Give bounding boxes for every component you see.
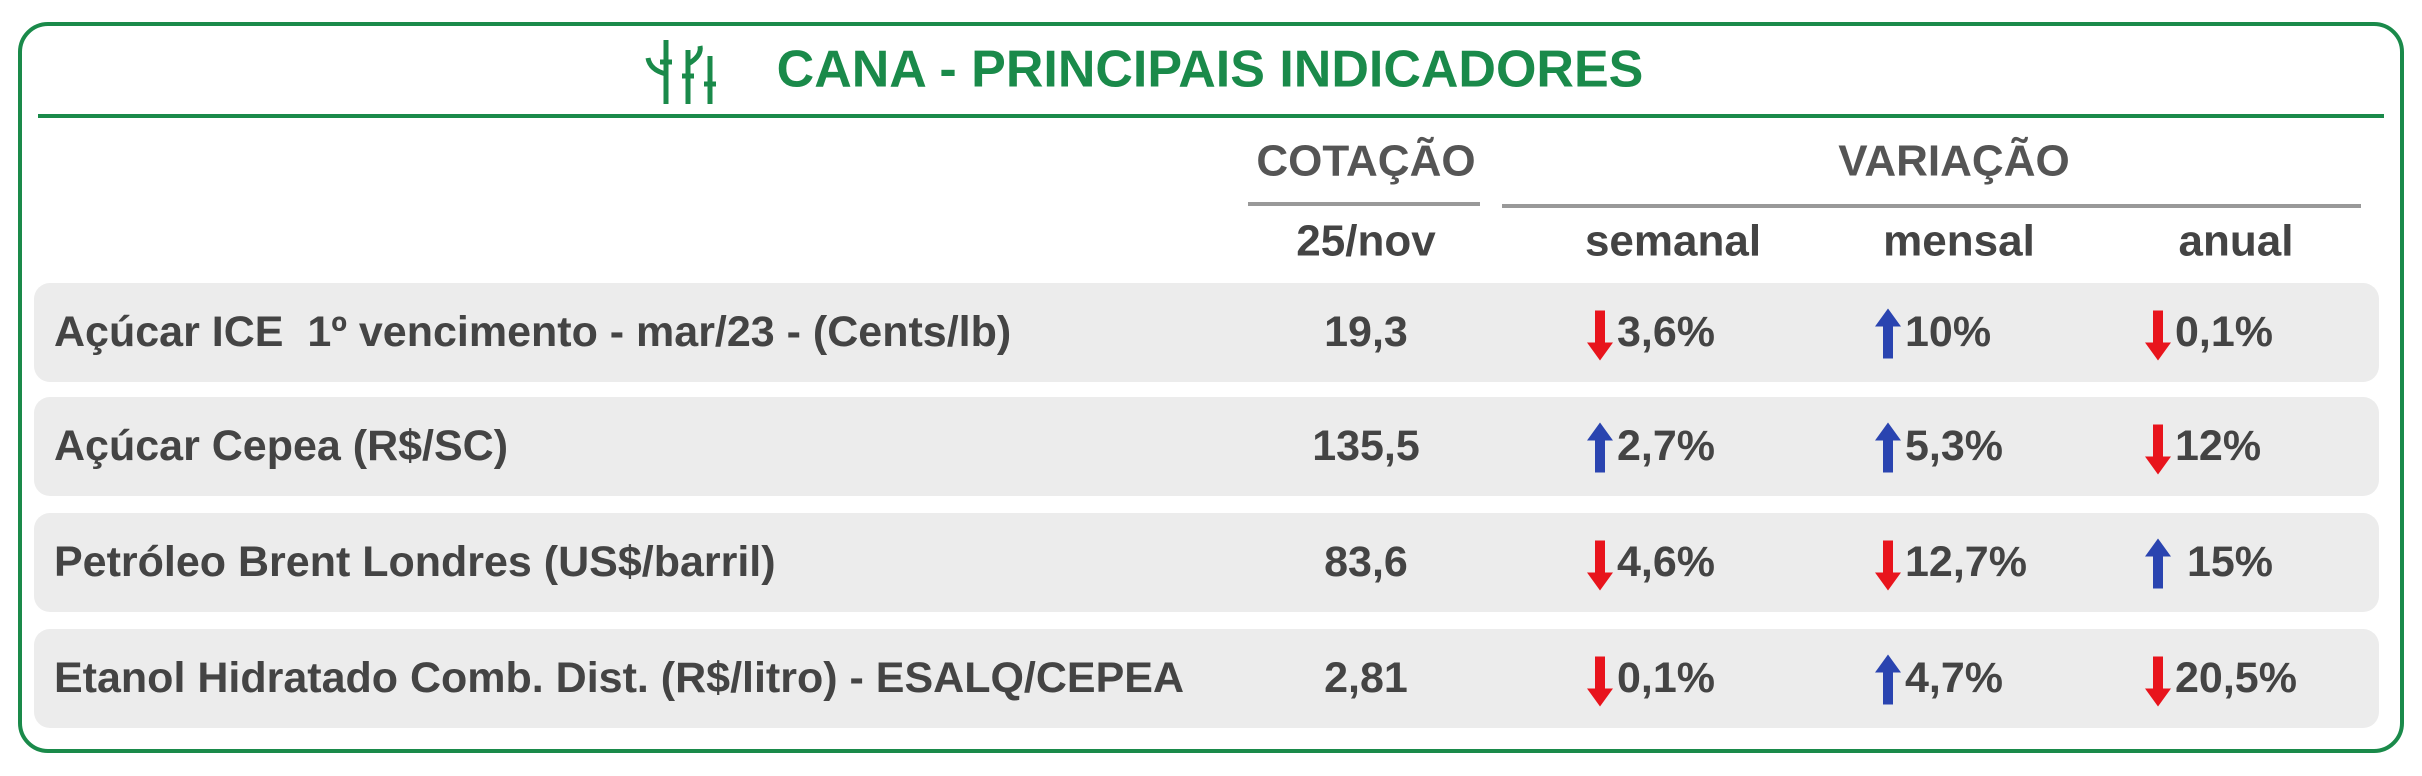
quote: 2,81 [1324,654,1408,702]
change-value: 0,1% [1617,654,1715,702]
change-value: 2,7% [1617,422,1715,470]
change-value: 10% [1905,308,1991,356]
column-header: semanal [1585,217,1761,266]
group-header: COTAÇÃO [1256,136,1475,186]
trend-arrow [1875,540,1901,591]
trend-arrow [1587,540,1613,591]
trend-arrow [1587,656,1613,707]
row-label: Açúcar ICE 1º vencimento - mar/23 - (Cen… [54,308,1011,356]
quote: 19,3 [1324,308,1408,356]
change-value: 15% [2175,538,2273,586]
change-value: 0,1% [2175,308,2273,356]
trend-arrow [2145,656,2171,707]
group-header: VARIAÇÃO [1838,136,2069,186]
row-band [34,629,2379,728]
row-label: Açúcar Cepea (R$/SC) [54,422,508,470]
trend-arrow [1587,310,1613,361]
row-band [34,283,2379,382]
change-value: 12% [2175,422,2261,470]
change-value: 3,6% [1617,308,1715,356]
change-value: 20,5% [2175,654,2297,702]
quote: 135,5 [1312,422,1420,470]
column-header: mensal [1883,217,2035,266]
row-label: Petróleo Brent Londres (US$/barril) [54,538,776,586]
column-header: 25/nov [1296,217,1436,266]
change-value: 4,6% [1617,538,1715,586]
change-value: 5,3% [1905,422,2003,470]
trend-arrow [1587,422,1613,473]
trend-arrow [1875,422,1901,473]
trend-arrow [2145,538,2171,589]
quote: 83,6 [1324,538,1408,586]
bamboo-icon [645,40,716,104]
trend-arrow [2145,310,2171,361]
trend-arrow [1875,308,1901,359]
change-value: 12,7% [1905,538,2027,586]
row-label: Etanol Hidratado Comb. Dist. (R$/litro) … [54,654,1184,702]
title: CANA - PRINCIPAIS INDICADORES [777,41,1644,99]
change-value: 4,7% [1905,654,2003,702]
trend-arrow [2145,424,2171,475]
row-band [34,397,2379,496]
trend-arrow [1875,654,1901,705]
column-header: anual [2179,217,2294,266]
row-band [34,513,2379,612]
